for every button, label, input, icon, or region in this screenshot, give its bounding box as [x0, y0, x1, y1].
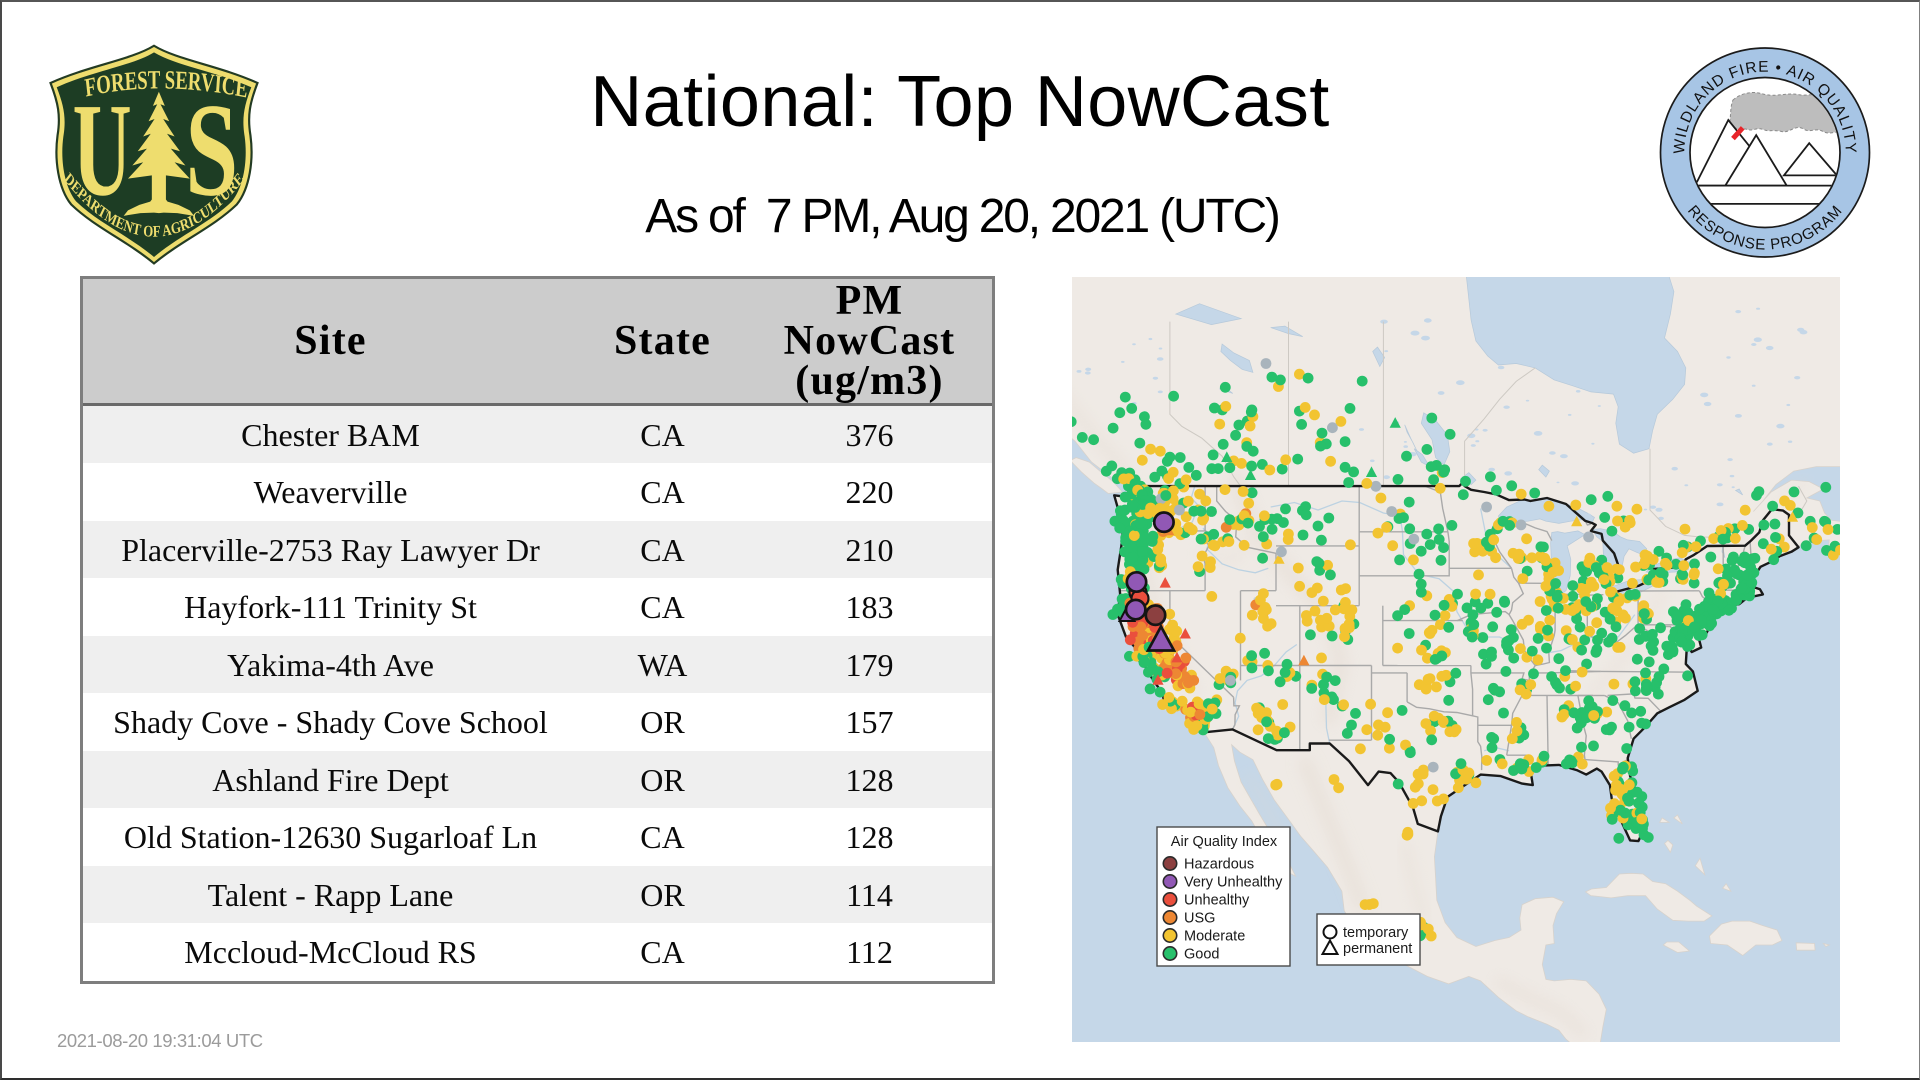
svg-text:Hazardous: Hazardous [1184, 857, 1254, 873]
svg-text:USG: USG [1184, 911, 1215, 927]
svg-text:Moderate: Moderate [1184, 929, 1245, 945]
svg-text:temporary: temporary [1343, 925, 1409, 941]
svg-text:Air Quality Index: Air Quality Index [1171, 834, 1278, 850]
svg-text:U: U [72, 75, 131, 223]
svg-text:Good: Good [1184, 947, 1219, 963]
svg-text:permanent: permanent [1343, 941, 1412, 957]
svg-text:S: S [185, 77, 238, 224]
svg-text:Unhealthy: Unhealthy [1184, 893, 1250, 909]
svg-text:Very Unhealthy: Very Unhealthy [1184, 875, 1283, 891]
